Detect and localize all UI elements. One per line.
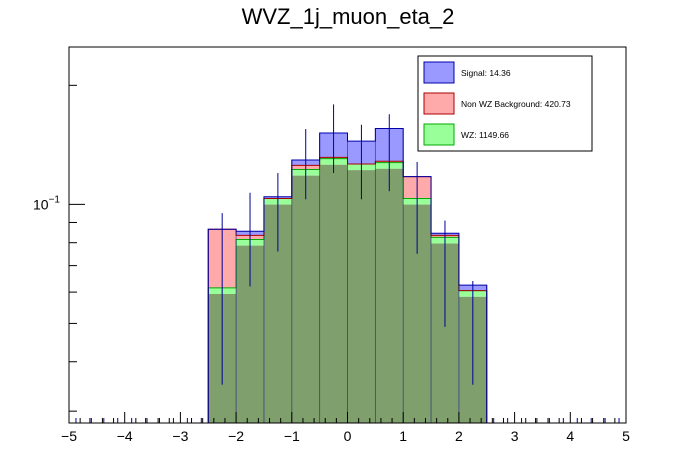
legend-label: WZ: 1149.66 bbox=[461, 130, 509, 140]
y-tick-exponent: −1 bbox=[49, 194, 61, 205]
x-tick-label: 5 bbox=[622, 428, 630, 444]
x-tick-label: −4 bbox=[117, 428, 133, 444]
bar-wz-overlap bbox=[375, 168, 404, 423]
y-tick-base: 10 bbox=[33, 196, 49, 212]
x-tick-label: 4 bbox=[566, 428, 574, 444]
x-tick-label: −3 bbox=[172, 428, 188, 444]
legend-swatch-signal bbox=[423, 61, 455, 84]
y-axis: 10−1 bbox=[33, 84, 85, 412]
legend-swatch-non-wz-background bbox=[423, 92, 455, 115]
x-tick-label: −2 bbox=[228, 428, 244, 444]
legend-label: Non WZ Background: 420.73 bbox=[461, 99, 571, 109]
x-tick-label: −5 bbox=[61, 428, 77, 444]
stacked-bars bbox=[207, 128, 488, 424]
bar-wz-overlap bbox=[319, 164, 348, 424]
bar-wz-overlap bbox=[347, 170, 376, 423]
x-axis: −5 −4 −3 −2 −1 0 1 2 3 4 5 bbox=[61, 412, 630, 444]
x-tick-label: 1 bbox=[399, 428, 407, 444]
x-tick-label: 2 bbox=[455, 428, 463, 444]
bar-wz-overlap bbox=[291, 175, 320, 423]
x-tick-label: 0 bbox=[344, 428, 352, 444]
y-tick-label: 10−1 bbox=[33, 194, 60, 212]
legend-label: Signal: 14.36 bbox=[461, 68, 511, 78]
data-error-bars bbox=[75, 104, 620, 423]
chart-title: WVZ_1j_muon_eta_2 bbox=[242, 4, 455, 29]
legend: Signal: 14.36 Non WZ Background: 420.73 WZ… bbox=[417, 55, 593, 152]
x-tick-label: 3 bbox=[511, 428, 519, 444]
legend-swatch-wz bbox=[423, 123, 455, 146]
x-tick-label: −1 bbox=[284, 428, 300, 444]
